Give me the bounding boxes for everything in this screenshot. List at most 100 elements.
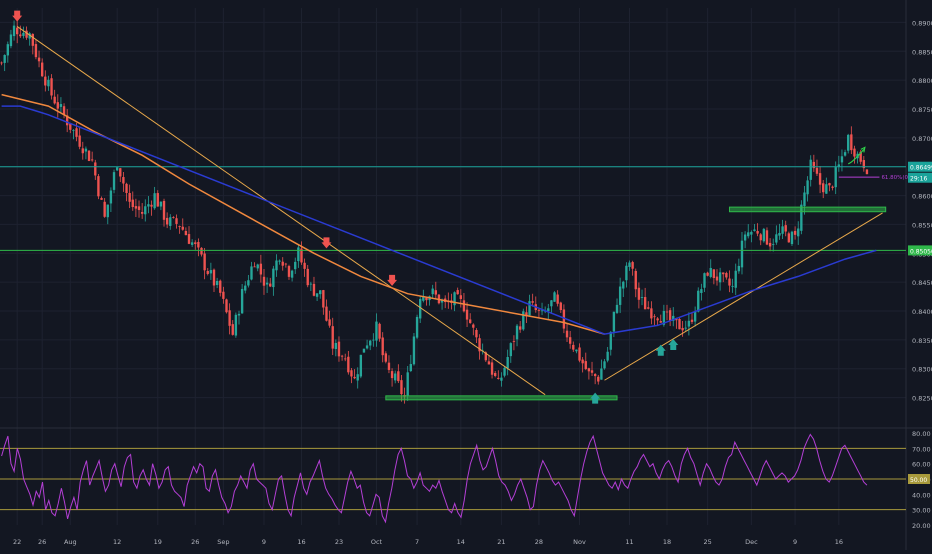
candle-body	[690, 319, 694, 322]
price-tick-label: 0.88500	[912, 48, 932, 56]
rsi-band-tag	[908, 474, 930, 484]
price-tick-label: 0.86000	[912, 193, 932, 201]
candle-body	[487, 361, 491, 365]
candle-body	[715, 276, 719, 281]
candle-body	[618, 286, 622, 305]
candle-body	[472, 324, 475, 328]
candle-body	[459, 295, 462, 300]
fib-level-label: 61.80%(0.	[881, 175, 910, 181]
candle-body	[562, 309, 566, 329]
candle-body	[87, 150, 91, 161]
candle-body	[22, 32, 25, 36]
candle-body	[509, 343, 512, 357]
candle-body	[331, 326, 334, 349]
countdown-tag-text: 29:16	[910, 176, 927, 183]
candle-body	[128, 192, 131, 202]
candle-body	[347, 356, 350, 373]
candle-body	[475, 330, 478, 338]
candle-body	[12, 25, 16, 37]
candle-body	[647, 307, 650, 309]
x-tick-label: Nov	[573, 538, 586, 546]
moving-average-fast	[1, 93, 605, 335]
candle-body	[419, 298, 422, 319]
candle-body	[484, 352, 487, 361]
candle-body	[556, 294, 559, 304]
candle-body	[843, 152, 847, 156]
candle-body	[19, 34, 22, 37]
candle-body	[540, 310, 544, 312]
rsi-tick-label: 30.00	[912, 507, 931, 515]
candle-body	[231, 324, 234, 335]
candle-body	[503, 367, 506, 376]
candle-body	[750, 231, 753, 235]
candle-body	[612, 311, 616, 332]
price-tick-label: 0.87500	[912, 106, 932, 114]
candle-body	[606, 351, 609, 361]
candle-body	[709, 267, 712, 277]
candle-body	[512, 341, 516, 342]
candle-body	[565, 330, 569, 338]
candle-body	[731, 285, 734, 287]
candle-body	[172, 216, 175, 218]
candle-body	[700, 289, 703, 293]
candle-body	[353, 376, 356, 379]
rsi-tick-label: 80.00	[912, 430, 931, 438]
candle-body	[406, 372, 409, 396]
candle-body	[372, 339, 375, 341]
candle-body	[75, 128, 78, 137]
candle-body	[287, 266, 291, 277]
price-tick-label: 0.88000	[912, 77, 932, 85]
x-tick-label: 9	[793, 538, 797, 546]
candle-body	[500, 377, 503, 381]
down-arrow-icon	[12, 10, 23, 22]
candle-body	[737, 265, 741, 272]
candle-body	[0, 62, 3, 64]
x-tick-label: 11	[625, 538, 633, 546]
candle-body	[650, 308, 653, 319]
candle-body	[381, 337, 384, 356]
candle-body	[322, 290, 325, 308]
candle-body	[78, 135, 81, 147]
candle-body	[825, 184, 828, 194]
candle-body	[265, 282, 269, 285]
candle-body	[250, 266, 253, 280]
candle-body	[422, 296, 425, 301]
candle-body	[284, 263, 288, 265]
candle-body	[431, 288, 434, 295]
candle-body	[840, 156, 844, 163]
candle-body	[303, 262, 306, 269]
candle-body	[350, 370, 353, 377]
candle-body	[425, 297, 428, 301]
candle-body	[593, 374, 597, 377]
support-zone	[728, 206, 887, 213]
price-tick-label: 0.89000	[912, 19, 932, 27]
candle-body	[581, 359, 584, 364]
candle-body	[144, 206, 147, 215]
candle-body	[56, 102, 59, 109]
candle-body	[743, 234, 747, 241]
candle-body	[672, 315, 675, 321]
candle-body	[640, 297, 644, 298]
candle-body	[256, 264, 259, 269]
candle-body	[209, 270, 213, 274]
candle-body	[812, 161, 816, 169]
x-tick-label: Dec	[745, 538, 758, 546]
candle-body	[859, 151, 862, 162]
candle-body	[800, 204, 803, 231]
x-tick-label: 25	[703, 538, 711, 546]
candle-body	[9, 34, 13, 47]
candle-body	[515, 325, 519, 340]
candle-body	[28, 33, 31, 39]
candle-body	[309, 283, 313, 285]
candle-body	[178, 226, 181, 227]
candle-body	[281, 261, 284, 266]
up-arrow-icon	[655, 344, 666, 356]
x-tick-label: 26	[191, 538, 199, 546]
candle-body	[359, 354, 363, 377]
candle-body	[603, 361, 606, 369]
price-tick-label: 0.83500	[912, 337, 932, 345]
candle-body	[575, 349, 578, 352]
candle-body	[37, 57, 41, 62]
candle-body	[297, 247, 300, 262]
